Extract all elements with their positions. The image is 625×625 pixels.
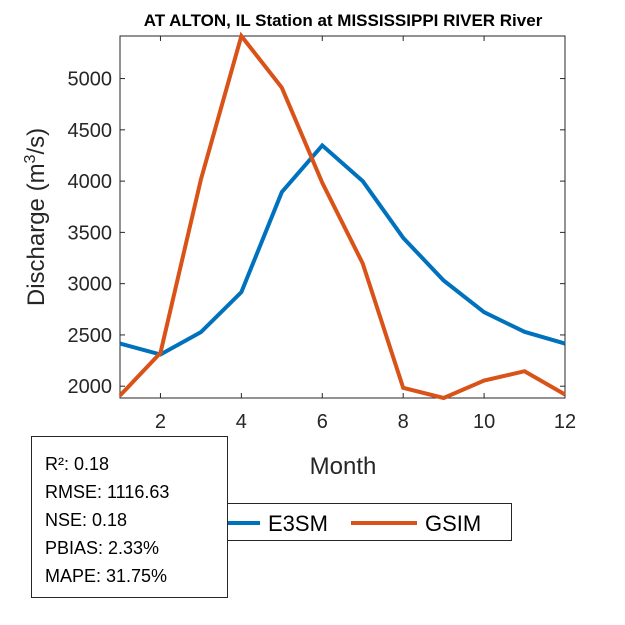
- y-axis-label: Discharge (m3/s): [22, 128, 50, 306]
- chart-title: AT ALTON, IL Station at MISSISSIPPI RIVE…: [144, 11, 543, 30]
- y-tick-label: 3500: [68, 222, 113, 244]
- series-line-e3sm: [119, 142, 566, 357]
- y-tick-label: 3000: [68, 274, 113, 296]
- x-axis-label: Month: [310, 453, 377, 480]
- legend: E3SM GSIM: [222, 503, 512, 541]
- stat-r2: R²: 0.18: [45, 454, 110, 474]
- x-tick-label: 2: [155, 411, 166, 433]
- axes-box: [119, 35, 566, 399]
- legend-e3sm-label: E3SM: [268, 511, 328, 536]
- x-tick-label: 4: [236, 411, 247, 433]
- x-tick-label: 12: [554, 411, 576, 433]
- y-tick-label: 2500: [68, 325, 113, 347]
- legend-gsim-label: GSIM: [425, 511, 481, 536]
- x-tick-label: 8: [398, 411, 409, 433]
- y-tick-label: 5000: [68, 69, 113, 91]
- stat-nse: NSE: 0.18: [45, 510, 128, 530]
- stat-mape: MAPE: 31.75%: [45, 566, 168, 586]
- x-tick-label: 10: [473, 411, 495, 433]
- plot-area: 2 4 6 8 10 12 2000 2500 3000 3500 4000 4500 5000: [68, 31, 576, 433]
- y-tick-label: 2000: [68, 376, 113, 398]
- stat-pbias: PBIAS: 2.33%: [45, 538, 160, 558]
- series-line-gsim: [118, 31, 566, 401]
- stats-box: R²: 0.18 RMSE: 1116.63 NSE: 0.18 PBIAS: …: [31, 436, 228, 598]
- legend-graphic: E3SM GSIM: [228, 511, 481, 536]
- y-tick-label: 4500: [68, 120, 113, 142]
- y-tick-label: 4000: [68, 171, 113, 193]
- stat-rmse: RMSE: 1116.63: [45, 482, 170, 502]
- x-tick-label: 6: [317, 411, 328, 433]
